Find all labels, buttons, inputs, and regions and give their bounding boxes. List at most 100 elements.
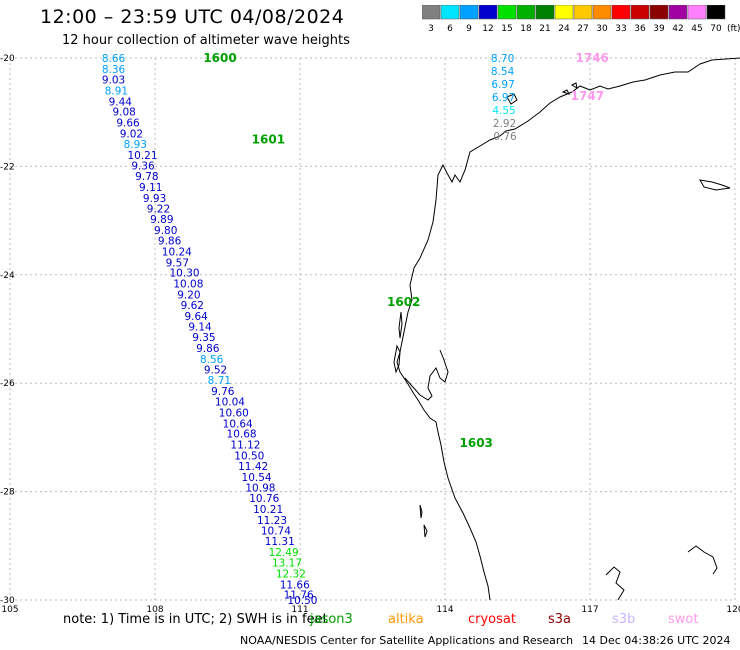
swh-point-label: 11.23 [257,515,287,527]
swh-point-label: 9.86 [158,236,182,248]
pass-time-label: 1603 [460,436,493,450]
swh-point-label: 9.44 [109,96,133,108]
color-bin-label: 36 [634,24,646,34]
y-tick-label: -22 [0,162,15,172]
barrow-island [506,93,518,105]
swh-point-label: 13.17 [272,558,302,570]
swh-point-label: 9.52 [204,365,227,377]
houtman-abrolhos [419,504,428,538]
swh-point-label: 8.91 [105,86,128,98]
shark-bay-peninsula [404,349,449,401]
color-swatch [592,5,612,20]
swh-point-label: 11.42 [238,461,268,473]
color-bin-label: 45 [691,24,702,34]
swh-point-label: 10.04 [215,397,245,409]
satellite-legend-s3a: s3a [548,612,572,627]
coastline [393,57,740,601]
color-swatch [422,5,441,20]
color-swatch [573,5,593,20]
color-swatch [478,5,498,20]
y-tick-label: -24 [0,271,15,281]
color-swatch [649,5,669,20]
swh-point-label: 10.50 [287,595,317,607]
note-text: note: 1) Time is in UTC; 2) SWH is in fe… [63,612,328,627]
swh-point-label: 8.71 [208,375,231,387]
swh-data-points: 8.668.369.038.919.449.089.669.028.9310.2… [102,53,517,607]
swh-point-label: 10.21 [127,150,157,162]
color-bin-label: 12 [482,24,493,34]
x-tick-label: 111 [291,605,308,615]
color-bin-label: 30 [596,24,608,34]
color-bin-label: 9 [466,24,472,34]
swh-point-label: 10.60 [219,407,249,419]
swh-point-label: 10.98 [245,482,275,494]
x-tick-label: 105 [1,605,18,615]
swh-point-label: 11.12 [230,439,260,451]
footer-credit: NOAA/NESDIS Center for Satellite Applica… [240,634,574,647]
satellite-legend-s3b: s3b [612,612,636,627]
swh-point-label: 9.64 [184,311,208,323]
australia-coast [396,57,740,601]
axis-tick-labels: 105 108 111 114 117 120 -20 -22 -24 -26 -28 -30 [0,54,740,615]
chart-title: 12:00 – 23:59 UTC 04/08/2024 [40,6,345,28]
swh-point-label: 9.80 [154,225,177,237]
color-swatch [611,5,631,20]
swh-point-label: 9.93 [143,193,166,205]
swh-point-label: 9.08 [112,107,135,119]
swh-point-label: 0.76 [493,131,517,143]
satellite-legend-swot: swot [668,612,699,627]
y-tick-label: -30 [0,596,15,606]
satellite-legend-jason3: jason3 [310,612,353,627]
pass-time-labels: 1600 1601 1602 1603 1746 1747 [203,51,609,450]
color-swatch [668,5,688,20]
swh-point-label: 12.49 [269,547,299,559]
swh-point-label: 9.11 [139,182,162,194]
color-swatch [516,5,536,20]
swh-point-label: 4.55 [492,105,515,117]
swh-point-label: 9.66 [116,117,140,129]
swh-point-label: 8.70 [491,53,514,65]
swh-point-label: 11.76 [284,590,314,602]
swh-point-label: 9.20 [177,289,200,301]
color-legend: 3 6 9 12 15 18 21 24 27 30 33 36 39 42 45 70 (ft) [422,5,740,34]
swh-point-label: 6.97 [491,79,514,91]
pass-time-label: 1746 [576,51,609,65]
color-swatch [630,5,650,20]
swh-point-label: 12.32 [276,568,306,580]
swh-point-label: 11.66 [280,579,310,591]
y-tick-label: -28 [0,488,15,498]
color-swatch [497,5,517,20]
color-bin-label: 18 [520,24,532,34]
color-bin-label: 33 [615,24,626,34]
grid-lines [9,57,736,601]
x-tick-label: 108 [146,605,163,615]
pass-time-label: 1601 [252,132,285,146]
x-tick-label: 120 [726,605,740,615]
color-bin-label: 70 [710,24,722,34]
swh-point-label: 10.30 [170,268,200,280]
color-swatch [459,5,479,20]
swh-point-label: 9.03 [102,75,125,87]
swh-point-label: 10.76 [249,493,279,505]
color-bin-label: 39 [653,24,665,34]
swh-point-label: 8.54 [491,66,515,78]
color-bin-label: 24 [558,24,570,34]
color-swatch [554,5,574,20]
swh-point-label: 9.22 [147,204,170,216]
swh-point-label: 9.02 [120,128,143,140]
color-bin-label: 6 [447,24,453,34]
swh-point-label: 9.36 [131,160,155,172]
montebello-islets [561,82,578,95]
pass-time-label: 1600 [203,51,236,65]
unit-label: (ft) [727,24,740,34]
swh-point-label: 9.35 [192,332,215,344]
swh-point-label: 6.97 [492,92,515,104]
y-tick-label: -26 [0,379,15,389]
color-bin-label: 3 [428,24,434,34]
swh-point-label: 10.24 [162,246,192,258]
swh-point-label: 10.50 [234,450,264,462]
swh-point-label: 8.66 [102,53,126,65]
swh-point-label: 10.64 [223,418,253,430]
color-bin-label: 21 [539,24,550,34]
southern-coast-fragment [605,545,718,601]
